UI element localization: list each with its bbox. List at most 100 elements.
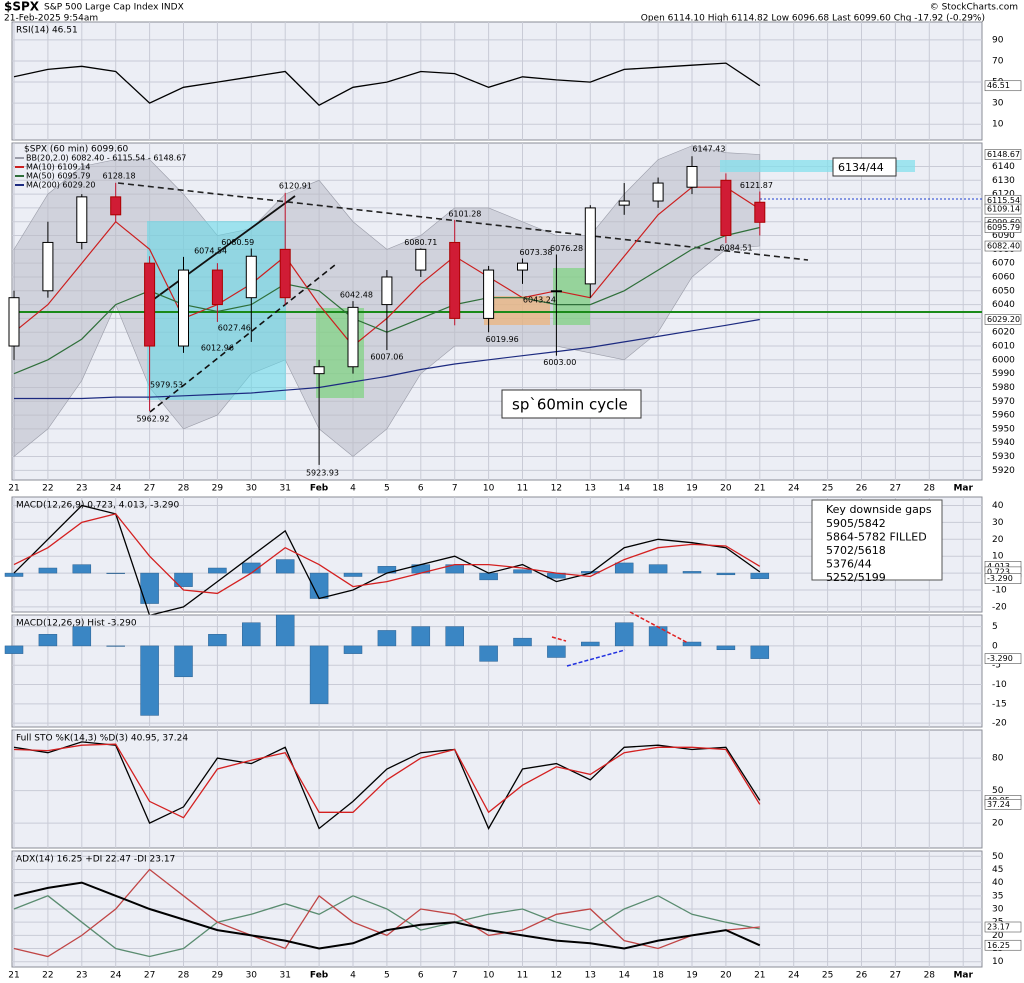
x-tick-label: 11 (517, 971, 528, 981)
value-label: 37.24 (987, 800, 1010, 809)
x-tick-label: 21 (754, 971, 765, 981)
value-box (984, 149, 1022, 160)
histogram-bar (140, 572, 159, 604)
y-tick-label: 10 (992, 120, 1004, 130)
candle-body (381, 276, 393, 306)
candle-body (178, 269, 189, 347)
gaps-title: Key downside gaps (826, 503, 932, 516)
moving-average (14, 318, 760, 400)
note-box (501, 389, 642, 419)
price-annotation: 6076.28 (550, 244, 583, 253)
x-tick-label: 29 (212, 484, 224, 494)
x-tick-label: 24 (110, 971, 122, 981)
price-annotation: 6043.24 (523, 296, 556, 305)
y-tick-label: 6010 (992, 342, 1015, 352)
value-box (984, 921, 1022, 933)
legend-label: MA(200) 6029.20 (26, 181, 96, 190)
candle-body (550, 290, 562, 293)
x-tick-label: 27 (144, 484, 155, 494)
y-tick-label: 6020 (992, 328, 1015, 338)
candle-body (313, 366, 325, 375)
subtitle: S&P 500 Large Cap Index INDX (44, 3, 184, 13)
candle-body (42, 241, 54, 292)
x-tick-label: 7 (452, 971, 458, 981)
histogram-bar (275, 559, 295, 574)
trend-line (149, 195, 296, 303)
price-annotation: 6147.43 (692, 145, 725, 154)
y-tick-label: 30 (992, 99, 1004, 109)
x-tick-label: 13 (585, 484, 596, 494)
x-tick-label: 10 (483, 484, 495, 494)
x-tick-label: 30 (246, 484, 258, 494)
y-tick-label: 40 (992, 878, 1004, 888)
price-annotation: 5962.92 (136, 415, 169, 424)
value-label: 6082.40 (987, 242, 1020, 251)
histogram-bar (4, 645, 24, 654)
value-label: 4.013 (987, 562, 1010, 571)
y-tick-label: 70 (992, 56, 1004, 66)
y-tick-label: 35 (992, 891, 1003, 901)
x-tick-label: 25 (822, 971, 833, 981)
x-tick-label: 29 (212, 971, 224, 981)
candle-body (618, 200, 630, 206)
value-box (984, 80, 1022, 92)
histogram-bar (614, 562, 634, 574)
chart-title: Full STO %K(14,3) %D(3) 40.95, 37.24 (16, 734, 188, 744)
histogram-bar (581, 641, 600, 647)
x-tick-label: 21 (8, 484, 19, 494)
price-annotation: 6101.28 (448, 209, 481, 218)
y-tick-label: 6130 (992, 176, 1015, 186)
gaps-line: 5905/5842 (826, 517, 886, 530)
histogram-bar (750, 572, 770, 579)
histogram-bar (547, 645, 566, 658)
histogram-bar (614, 622, 634, 647)
legend-label: BB(20,2.0) 6082.40 - 6115.54 - 6148.67 (26, 154, 186, 163)
histogram-bar (208, 567, 227, 574)
y-tick-label: 80 (992, 754, 1004, 764)
value-label: 6115.54 (987, 196, 1020, 205)
candle-body (245, 255, 257, 299)
histogram-bar (174, 572, 193, 587)
indicator-line (13, 881, 761, 950)
value-label: 16.25 (987, 941, 1010, 950)
histogram-bar (445, 626, 464, 647)
x-tick-label: 6 (418, 484, 424, 494)
histogram-bar (513, 637, 532, 647)
price-annotation: 6042.48 (340, 291, 373, 300)
candle-body (754, 201, 766, 223)
histogram-bar (648, 626, 668, 647)
x-tick-label: 22 (42, 971, 53, 981)
x-tick-label: 28 (178, 971, 190, 981)
price-annotation: 6073.38 (520, 248, 553, 257)
value-label: -3.290 (987, 574, 1013, 583)
price-annotation: 6080.59 (221, 238, 254, 247)
y-tick-label: 5970 (992, 397, 1015, 407)
legend-label: MA(10) 6109.14 (26, 163, 90, 172)
x-tick-label: Mar (953, 971, 973, 981)
x-tick-label: 27 (890, 971, 901, 981)
x-tick-label: 24 (788, 484, 800, 494)
histogram-bar (479, 572, 498, 581)
histogram-bar (411, 626, 431, 647)
price-annotation: 5923.93 (306, 468, 339, 477)
candle-body (110, 196, 122, 216)
y-tick-label: 20 (992, 931, 1004, 941)
y-tick-label: 30 (992, 905, 1004, 915)
price-annotation: 6007.06 (370, 353, 403, 362)
indicator-line (13, 741, 761, 830)
candle-body (8, 297, 20, 347)
price-annotation: 6019.96 (486, 335, 519, 344)
candle-body (652, 182, 664, 202)
y-tick-label: 5 (992, 622, 998, 632)
price-annotation: 6080.71 (404, 238, 437, 247)
x-tick-label: 26 (856, 971, 868, 981)
y-tick-label: 5930 (992, 452, 1015, 462)
value-box (984, 799, 1022, 810)
y-tick-label: 6050 (992, 286, 1015, 296)
note-box (832, 157, 897, 177)
candle-body (347, 306, 359, 368)
histogram-bar (513, 569, 532, 574)
price-annotation: 6003.00 (543, 358, 576, 367)
price-annotation: 6120.91 (279, 181, 312, 190)
